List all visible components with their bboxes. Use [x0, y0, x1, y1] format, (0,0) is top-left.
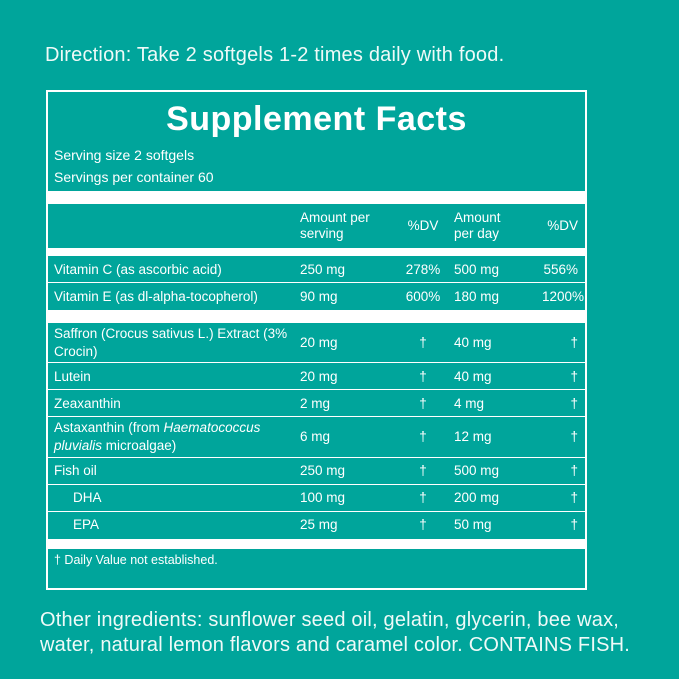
amount-per-day-value: 180 mg [454, 289, 500, 305]
dv-day-value: † [570, 335, 578, 351]
dv-serving-value: 278% [405, 261, 441, 277]
amount-per-serving-value: 25 mg [300, 517, 338, 533]
amount-per-day-value: 500 mg [454, 462, 500, 478]
table-row: DHA 100 mg † 200 mg † [48, 485, 585, 512]
serving-size-text: Serving size 2 softgels [54, 147, 195, 164]
facts-rows: Vitamin C (as ascorbic acid) 250 mg 278% 50… [48, 256, 585, 538]
amount-per-day-value: 40 mg [454, 368, 492, 384]
direction-text: Direction: Take 2 softgels 1-2 times dai… [45, 44, 505, 66]
dv-day-value: † [570, 462, 578, 478]
amount-per-serving-value: 20 mg [300, 368, 338, 384]
ingredient-name: Vitamin C (as ascorbic acid) [54, 261, 222, 277]
dv-day-value: † [570, 429, 578, 445]
ingredient-name: DHA [73, 489, 102, 505]
dv-serving-value: † [419, 517, 427, 533]
amount-per-day-value: 50 mg [454, 517, 492, 533]
ingredient-name: Vitamin E (as dl-alpha-tocopherol) [54, 289, 258, 305]
table-row: Astaxanthin (from Haematococcus pluviali… [48, 417, 585, 458]
header-dv-day: %DV [547, 217, 578, 233]
table-row: Lutein 20 mg † 40 mg † [48, 363, 585, 391]
dv-day-value: 556% [543, 261, 578, 277]
table-header-row: Amount per serving %DV Amount per day %D… [48, 204, 585, 248]
dv-serving-value: 600% [405, 289, 441, 305]
amount-per-day-value: 200 mg [454, 489, 500, 505]
ingredient-name: EPA [73, 517, 100, 533]
other-ingredients-text: Other ingredients: sunflower seed oil, g… [40, 609, 631, 657]
dv-day-value: † [570, 395, 578, 411]
dv-serving-value: † [419, 489, 427, 505]
dv-serving-value: † [419, 335, 427, 351]
ingredient-name: Fish oil [54, 462, 97, 478]
ingredient-name: Astaxanthin (from Haematococcus pluviali… [54, 420, 261, 454]
dv-serving-value: † [419, 429, 427, 445]
dv-serving-value: † [419, 395, 427, 411]
daily-value-footnote: † Daily Value not established. [54, 552, 218, 567]
separator-bar [48, 538, 585, 549]
amount-per-serving-value: 250 mg [300, 261, 346, 277]
dv-day-value: † [570, 368, 578, 384]
separator-bar [48, 191, 585, 205]
table-row: Zeaxanthin 2 mg † 4 mg † [48, 390, 585, 418]
ingredient-name: Lutein [54, 368, 91, 384]
header-amount-per-day: Amount per day [454, 209, 501, 242]
supplement-facts-panel: Supplement Facts Serving size 2 softgels… [46, 90, 587, 590]
amount-per-day-value: 500 mg [454, 261, 500, 277]
amount-per-serving-value: 250 mg [300, 462, 346, 478]
dv-day-value: † [570, 517, 578, 533]
dv-serving-value: † [419, 462, 427, 478]
amount-per-day-value: 40 mg [454, 335, 492, 351]
separator-bar [48, 248, 585, 257]
table-row: Fish oil 250 mg † 500 mg † [48, 458, 585, 485]
table-row: Vitamin C (as ascorbic acid) 250 mg 278% 50… [48, 256, 585, 284]
table-row: EPA 25 mg † 50 mg † [48, 512, 585, 539]
table-row: Vitamin E (as dl-alpha-tocopherol) 90 mg 6… [48, 283, 585, 310]
amount-per-serving-value: 20 mg [300, 335, 338, 351]
amount-per-serving-value: 2 mg [300, 395, 331, 411]
amount-per-serving-value: 100 mg [300, 489, 346, 505]
amount-per-day-value: 4 mg [454, 395, 485, 411]
separator-bar [48, 310, 585, 324]
amount-per-serving-value: 6 mg [300, 429, 331, 445]
header-amount-per-serving: Amount per serving [300, 209, 370, 242]
amount-per-serving-value: 90 mg [300, 289, 338, 305]
dv-serving-value: † [419, 368, 427, 384]
panel-title: Supplement Facts [166, 100, 467, 138]
header-dv-serving: %DV [407, 217, 439, 233]
dv-day-value: 1200% [542, 289, 585, 305]
dv-day-value: † [570, 489, 578, 505]
ingredient-name: Zeaxanthin [54, 395, 121, 411]
servings-per-container-text: Servings per container 60 [54, 169, 214, 186]
ingredient-name: Saffron (Crocus sativus L.) Extract (3% … [54, 326, 288, 359]
table-row: Saffron (Crocus sativus L.) Extract (3% … [48, 323, 585, 364]
amount-per-day-value: 12 mg [454, 429, 492, 445]
